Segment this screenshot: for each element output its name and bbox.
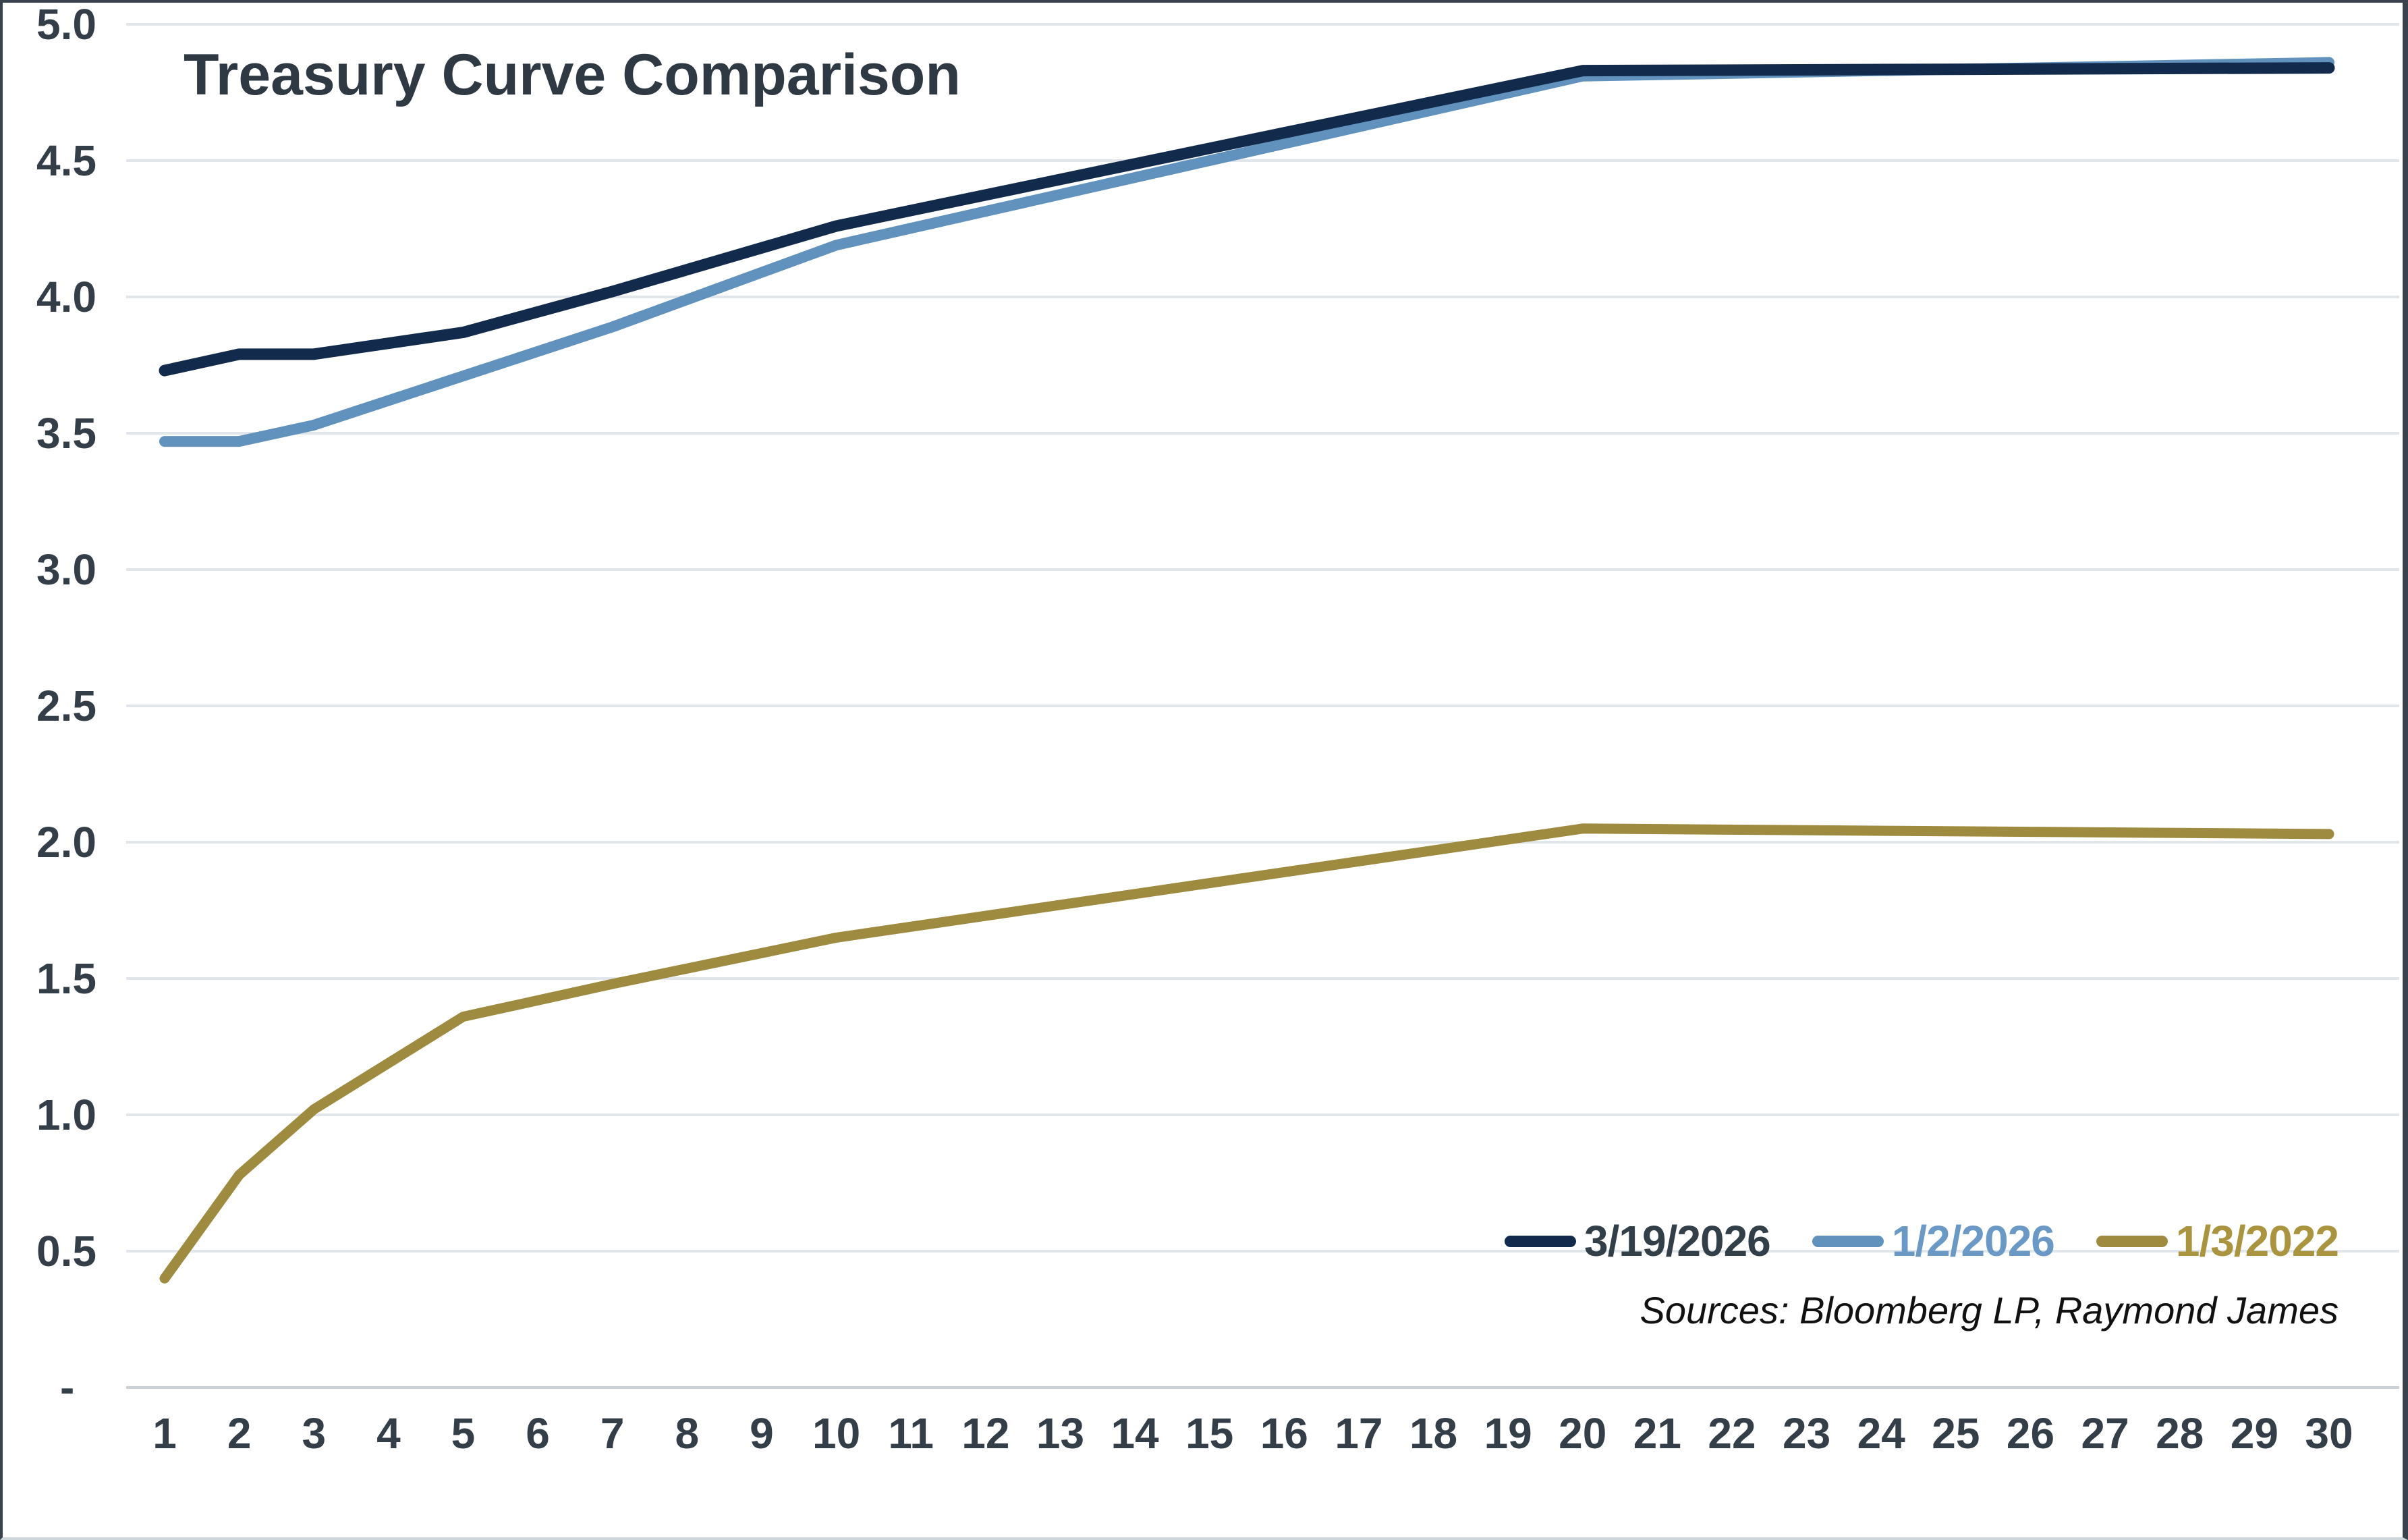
legend-item-3-19-2026: 3/19/2026 xyxy=(1505,1216,1771,1266)
x-axis-label: 12 xyxy=(961,1409,1010,1458)
x-axis-label: 1 xyxy=(152,1409,177,1458)
legend-line-swatch-blue xyxy=(1812,1235,1884,1247)
x-axis-label: 10 xyxy=(812,1409,861,1458)
x-axis-label: 28 xyxy=(2156,1409,2204,1458)
plot-area xyxy=(126,23,2399,1389)
legend-item-1-2-2026: 1/2/2026 xyxy=(1812,1216,2055,1266)
line-series-1-2-2026 xyxy=(159,57,2334,447)
x-axis-label: 21 xyxy=(1633,1409,1681,1458)
x-axis-label: 2 xyxy=(227,1409,252,1458)
y-axis-label: 3.0 xyxy=(36,545,96,594)
legend-label: 3/19/2026 xyxy=(1584,1217,1771,1265)
y-axis-label: - xyxy=(60,1363,75,1412)
y-axis-label: 2.5 xyxy=(36,682,96,730)
x-axis-label: 15 xyxy=(1185,1409,1234,1458)
y-axis-label: 2.0 xyxy=(36,818,96,867)
y-axis-label: 4.0 xyxy=(36,273,96,321)
legend-label: 1/3/2022 xyxy=(2175,1217,2339,1265)
x-axis-label: 23 xyxy=(1783,1409,1831,1458)
y-axis-label: 1.5 xyxy=(36,954,96,1003)
x-axis-label: 4 xyxy=(376,1409,401,1458)
chart-title: Treasury Curve Comparison xyxy=(184,43,961,107)
x-axis-label: 3 xyxy=(302,1409,327,1458)
x-axis-label: 18 xyxy=(1409,1409,1458,1458)
y-axis-label: 5.0 xyxy=(36,0,96,49)
x-axis-label: 13 xyxy=(1036,1409,1085,1458)
x-axis-label: 14 xyxy=(1111,1409,1159,1458)
x-axis-label: 26 xyxy=(2006,1409,2055,1458)
x-axis-label: 30 xyxy=(2305,1409,2353,1458)
x-axis-label: 7 xyxy=(600,1409,625,1458)
x-axis-label: 6 xyxy=(526,1409,550,1458)
x-axis-label: 25 xyxy=(1932,1409,1980,1458)
legend-item-1-3-2022: 1/3/2022 xyxy=(2096,1216,2339,1266)
legend-line-swatch-gold xyxy=(2096,1235,2168,1247)
x-axis-label: 19 xyxy=(1484,1409,1532,1458)
y-axis-label: 0.5 xyxy=(36,1227,96,1275)
source-attribution: Sources: Bloomberg LP, Raymond James xyxy=(1640,1289,2339,1331)
legend: 3/19/2026 1/2/2026 1/3/2022 xyxy=(1505,1216,2339,1266)
x-axis-label: 11 xyxy=(888,1409,934,1458)
legend-label: 1/2/2026 xyxy=(1891,1217,2055,1265)
line-series-1-3-2022 xyxy=(159,823,2334,1284)
y-axis-label: 3.5 xyxy=(36,409,96,458)
x-axis-label: 17 xyxy=(1335,1409,1383,1458)
x-axis-label: 8 xyxy=(675,1409,700,1458)
x-axis-label: 29 xyxy=(2230,1409,2278,1458)
x-axis-label: 22 xyxy=(1708,1409,1756,1458)
x-axis-label: 5 xyxy=(451,1409,476,1458)
y-axis-label: 4.5 xyxy=(36,136,96,185)
x-axis-label: 24 xyxy=(1857,1409,1905,1458)
legend-line-swatch-navy xyxy=(1505,1235,1577,1247)
line-series-3-19-2026 xyxy=(159,62,2335,377)
x-axis-label: 27 xyxy=(2081,1409,2129,1458)
y-axis-label: 1.0 xyxy=(36,1091,96,1139)
x-axis-label: 16 xyxy=(1260,1409,1308,1458)
x-axis-label: 20 xyxy=(1559,1409,1607,1458)
x-axis-label: 9 xyxy=(750,1409,774,1458)
